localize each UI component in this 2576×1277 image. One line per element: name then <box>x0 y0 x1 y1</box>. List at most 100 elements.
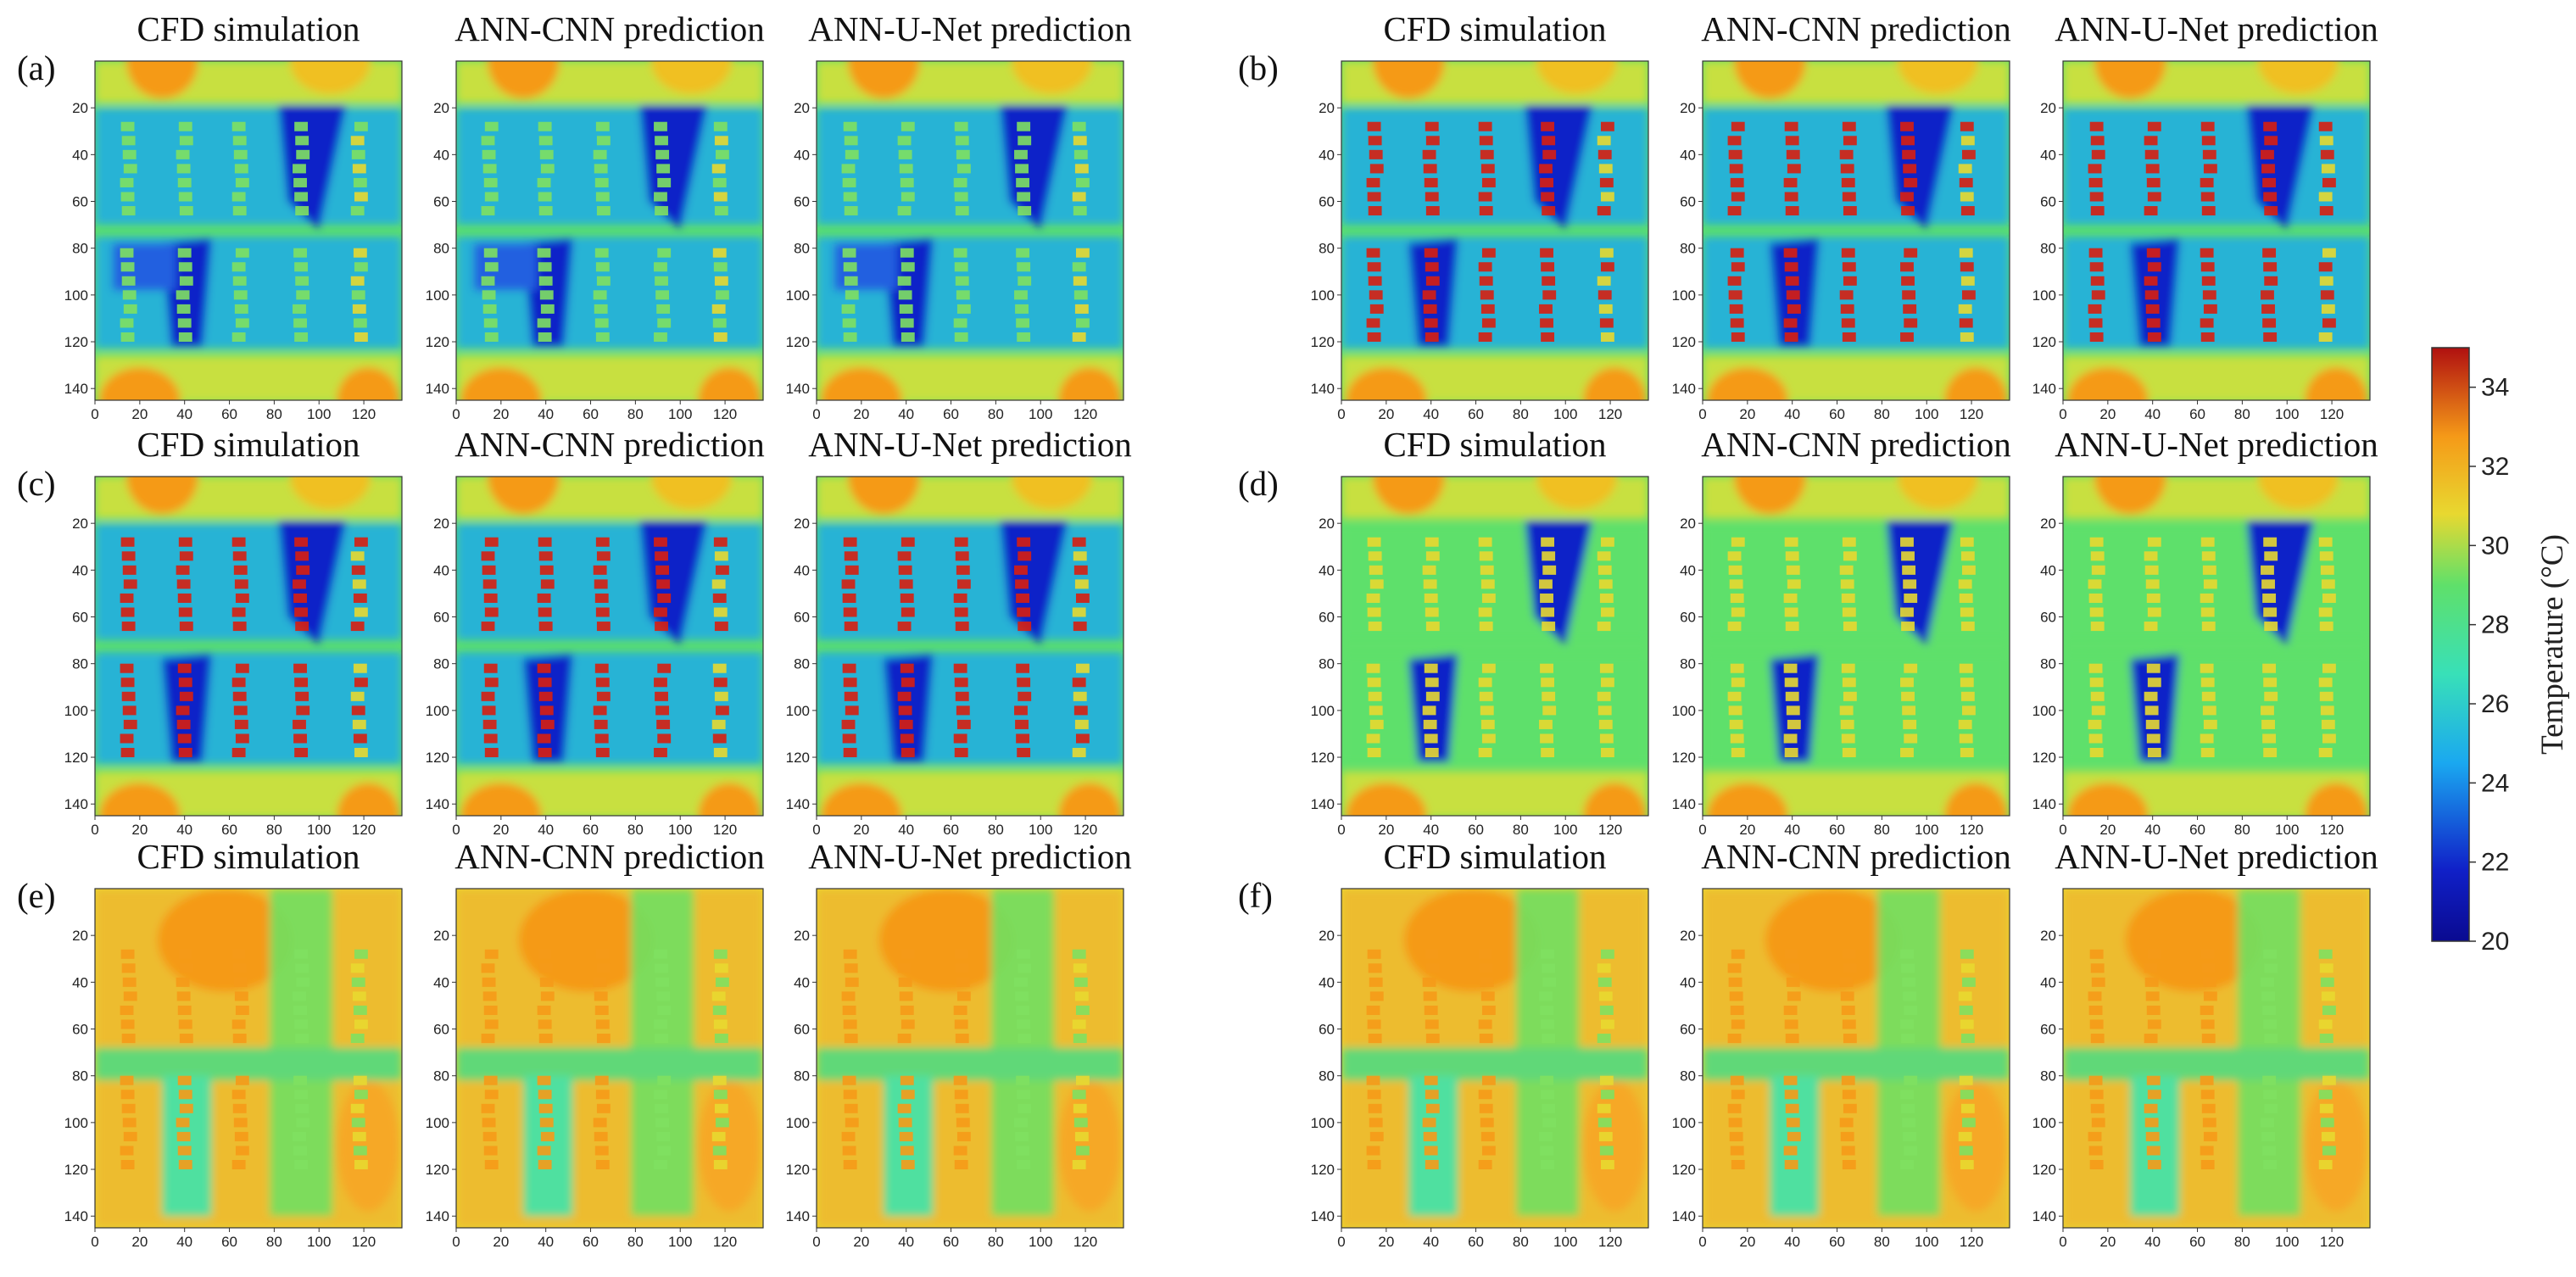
colorbar-tick-label: 20 <box>2481 928 2509 956</box>
x-tick-label: 60 <box>1468 1234 1484 1250</box>
x-tick-label: 60 <box>2189 1234 2205 1250</box>
x-tick-label: 40 <box>538 1234 554 1250</box>
rack-hotspot <box>897 121 915 216</box>
rack-hotspot <box>1422 663 1440 758</box>
rack-hotspot <box>953 663 971 758</box>
rack-hotspot <box>231 1075 249 1170</box>
x-tick-label: 20 <box>2099 406 2116 422</box>
x-tick-label: 100 <box>1553 822 1577 838</box>
y-tick-label: 20 <box>794 928 810 944</box>
y-tick-label: 20 <box>72 928 88 944</box>
y-tick-label: 120 <box>2032 750 2056 766</box>
rack-hotspot <box>841 1075 859 1170</box>
rack-hotspot <box>1900 537 1918 632</box>
rack-hotspot <box>2144 1075 2161 1170</box>
heatmap-e-1: 0 20 40 60 80 100 120 20 40 60 80 100 120 140 <box>426 888 764 1250</box>
x-tick-label: 0 <box>1698 1234 1706 1250</box>
subplot-title: CFD simulation <box>1383 425 1607 464</box>
x-tick-label: 60 <box>221 822 237 838</box>
rack-hotspot <box>1014 1075 1032 1170</box>
rack-hotspot <box>841 949 859 1044</box>
rack-hotspot <box>1072 121 1090 216</box>
rack-hotspot <box>1783 121 1801 216</box>
subplot-title: CFD simulation <box>1383 9 1607 48</box>
rack-hotspot <box>2200 1075 2217 1170</box>
y-tick-label: 100 <box>426 1115 449 1131</box>
rack-hotspot <box>537 537 555 632</box>
subplot-title: CFD simulation <box>1383 837 1607 876</box>
y-tick-label: 40 <box>433 562 449 578</box>
rack-hotspot <box>2261 537 2278 632</box>
y-tick-label: 80 <box>1319 656 1335 672</box>
rack-hotspot <box>1072 663 1090 758</box>
rack-hotspot <box>1783 1075 1801 1170</box>
panel-label: (b) <box>1238 48 1279 87</box>
x-tick-label: 0 <box>1698 822 1706 838</box>
y-tick-label: 80 <box>2040 656 2056 672</box>
x-tick-label: 60 <box>1829 1234 1845 1250</box>
rack-hotspot <box>1839 248 1857 343</box>
x-tick-label: 100 <box>668 822 692 838</box>
x-tick-label: 60 <box>583 1234 599 1250</box>
subplot-title: ANN-CNN prediction <box>454 837 765 876</box>
rack-hotspot <box>481 537 499 632</box>
x-tick-label: 80 <box>1874 406 1890 422</box>
rack-hotspot <box>1422 248 1440 343</box>
rack-hotspot <box>711 1075 729 1170</box>
x-tick-label: 0 <box>1337 1234 1345 1250</box>
rack-hotspot <box>293 1075 310 1170</box>
y-tick-label: 120 <box>64 750 88 766</box>
rack-hotspot <box>1478 1075 1496 1170</box>
x-tick-label: 40 <box>2144 406 2161 422</box>
y-tick-label: 140 <box>2032 1208 2056 1224</box>
x-tick-label: 20 <box>131 406 148 422</box>
x-tick-label: 0 <box>812 1234 820 1250</box>
colorbar-tick-label: 22 <box>2481 849 2509 877</box>
panel-label: (e) <box>17 876 56 915</box>
rack-hotspot <box>1727 949 1745 1044</box>
rack-hotspot <box>120 248 137 343</box>
y-tick-label: 140 <box>786 381 810 397</box>
panel-label: (c) <box>17 464 56 503</box>
rack-hotspot <box>1366 121 1384 216</box>
rack-hotspot <box>953 1075 971 1170</box>
x-tick-label: 80 <box>1513 1234 1529 1250</box>
x-tick-label: 80 <box>627 406 644 422</box>
rack-hotspot <box>1727 1075 1745 1170</box>
x-tick-label: 0 <box>1337 406 1345 422</box>
x-tick-label: 20 <box>493 822 509 838</box>
rack-hotspot <box>2088 248 2105 343</box>
y-tick-label: 120 <box>1672 1162 1696 1178</box>
rack-hotspot <box>654 537 672 632</box>
x-tick-label: 80 <box>266 406 282 422</box>
rack-hotspot <box>1478 537 1496 632</box>
y-tick-label: 140 <box>64 1208 88 1224</box>
heatmap-a-1: 0 20 40 60 80 100 120 20 40 60 80 100 120 140 <box>426 60 764 422</box>
rack-hotspot <box>537 248 555 343</box>
x-tick-label: 60 <box>2189 822 2205 838</box>
x-tick-label: 40 <box>176 822 192 838</box>
x-tick-label: 120 <box>1960 406 1983 422</box>
rack-hotspot <box>537 121 555 216</box>
rack-hotspot <box>2088 121 2105 216</box>
rack-hotspot <box>1366 949 1384 1044</box>
x-tick-label: 80 <box>988 822 1004 838</box>
rack-hotspot <box>120 121 137 216</box>
x-tick-label: 80 <box>2234 822 2250 838</box>
rack-hotspot <box>2318 121 2336 216</box>
y-tick-label: 120 <box>786 334 810 350</box>
y-tick-label: 120 <box>64 334 88 350</box>
heatmap-c-2: 0 20 40 60 80 100 120 20 40 60 80 100 120 140 <box>786 476 1124 838</box>
x-tick-label: 60 <box>1468 406 1484 422</box>
y-tick-label: 100 <box>64 1115 88 1131</box>
y-tick-label: 40 <box>72 562 88 578</box>
y-tick-label: 80 <box>794 1068 810 1085</box>
y-tick-label: 60 <box>1680 610 1696 626</box>
rack-hotspot <box>350 663 368 758</box>
y-tick-label: 80 <box>72 241 88 257</box>
axes-frame <box>1702 476 2010 817</box>
y-tick-label: 120 <box>426 750 449 766</box>
y-tick-label: 100 <box>786 287 810 304</box>
x-tick-label: 0 <box>2059 822 2066 838</box>
rack-hotspot <box>120 663 137 758</box>
